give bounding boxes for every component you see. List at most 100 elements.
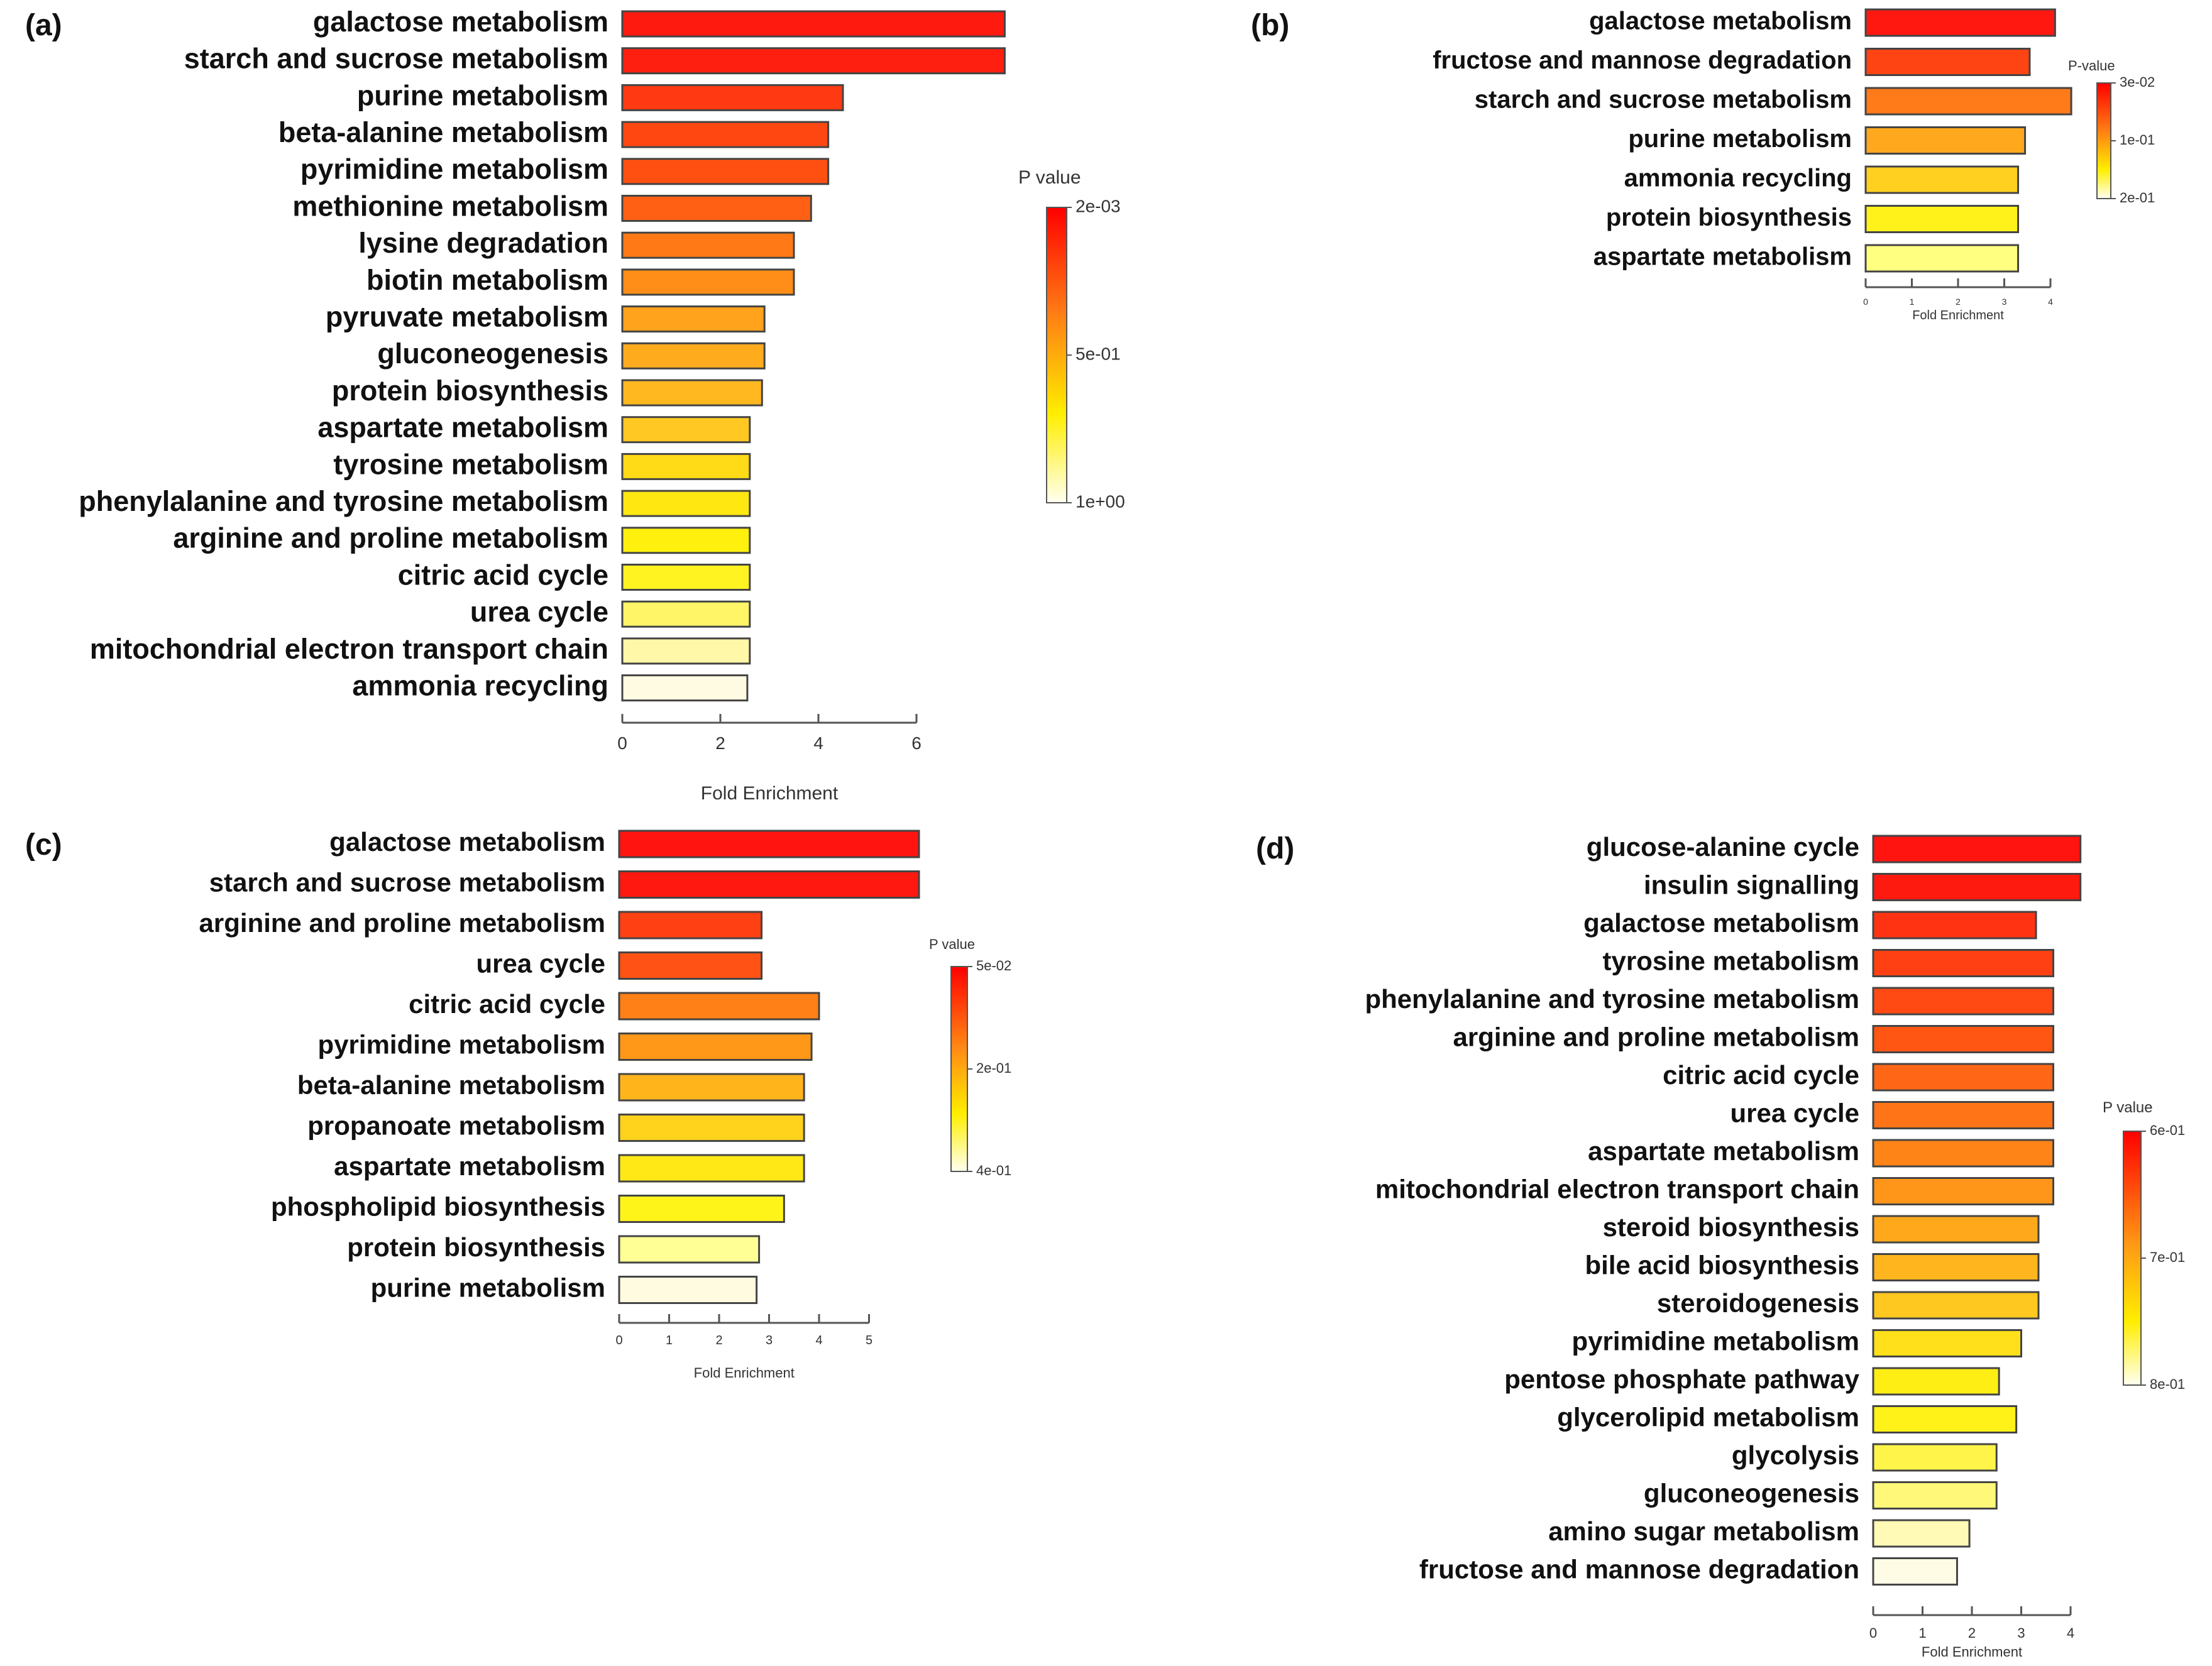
legend-tick-label: 6e-01 — [2150, 1122, 2185, 1138]
bar — [1872, 1139, 2055, 1168]
bar — [618, 1033, 813, 1061]
category-label: citric acid cycle — [409, 989, 605, 1019]
bar — [1872, 1101, 2055, 1129]
panel-label-b: (b) — [1251, 9, 1289, 42]
bar — [618, 911, 763, 940]
bar — [1872, 1443, 1998, 1472]
panel-label-d: (d) — [1256, 832, 1294, 865]
category-label: purine metabolism — [371, 1273, 605, 1303]
legend-colorbar — [2123, 1131, 2142, 1386]
category-label: phospholipid biosynthesis — [271, 1192, 605, 1222]
bar — [618, 992, 820, 1021]
bar — [618, 1276, 758, 1304]
bar — [618, 951, 763, 980]
bar — [618, 1073, 805, 1102]
x-tick-label: 4 — [813, 733, 823, 753]
x-tick-label: 0 — [1869, 1625, 1877, 1641]
category-label: tyrosine metabolism — [333, 448, 608, 480]
bar — [1864, 165, 2020, 194]
bar — [1872, 1405, 2018, 1433]
bar — [621, 674, 749, 702]
x-tick-label: 3 — [2002, 297, 2007, 307]
category-label: phenylalanine and tyrosine metabolism — [1365, 984, 1859, 1014]
legend-tick-label: 5e-01 — [1076, 344, 1121, 363]
bar — [1872, 873, 2082, 901]
x-tick-label: 1 — [1910, 297, 1915, 307]
legend-title: P value — [929, 936, 975, 952]
bar — [621, 342, 766, 370]
category-label: bile acid biosynthesis — [1585, 1251, 1859, 1280]
category-label: urea cycle — [470, 596, 608, 628]
x-tick-label: 2 — [1956, 297, 1961, 307]
category-label: gluconeogenesis — [377, 337, 608, 370]
category-label: glucose-alanine cycle — [1587, 832, 1859, 862]
bar — [621, 564, 751, 591]
category-label: aspartate metabolism — [1588, 1136, 1859, 1166]
category-label: lysine degradation — [358, 227, 608, 259]
category-label: pyrimidine metabolism — [300, 153, 608, 185]
bar — [621, 268, 795, 296]
x-axis-title: Fold Enrichment — [1912, 309, 2004, 322]
x-tick-label: 4 — [815, 1334, 822, 1347]
bar — [1872, 1025, 2055, 1053]
bar — [621, 84, 844, 111]
category-label: mitochondrial electron transport chain — [1375, 1175, 1859, 1204]
category-label: fructose and mannose degradation — [1419, 1555, 1859, 1584]
category-label: aspartate metabolism — [317, 412, 608, 444]
legend-tick-label: 8e-01 — [2150, 1376, 2185, 1392]
legend-tick-label: 2e-03 — [1076, 196, 1121, 216]
category-label: pyruvate metabolism — [326, 300, 608, 332]
legend-tick-label: 5e-02 — [976, 958, 1011, 973]
x-tick-label: 4 — [2067, 1625, 2074, 1641]
category-label: amino sugar metabolism — [1548, 1516, 1859, 1546]
chart-panel-d: glucose-alanine cycle insulin signalling g… — [1365, 832, 2185, 1660]
category-label: beta-alanine metabolism — [297, 1070, 605, 1100]
bar — [1872, 1291, 2040, 1320]
category-label: galactose metabolism — [1583, 908, 1859, 938]
category-label: protein biosynthesis — [347, 1232, 605, 1262]
category-label: pyrimidine metabolism — [1572, 1327, 1859, 1356]
bar — [1872, 1253, 2040, 1281]
category-label: urea cycle — [476, 949, 606, 978]
bar — [621, 490, 751, 517]
bar — [618, 870, 920, 899]
category-label: ammonia recycling — [352, 669, 608, 701]
category-label: ammonia recycling — [1624, 165, 1852, 192]
x-axis-title: Fold Enrichment — [694, 1365, 795, 1381]
x-axis-title: Fold Enrichment — [701, 783, 839, 804]
legend-tick-label: 3e-02 — [2120, 74, 2155, 90]
bar — [621, 305, 766, 333]
bar — [1872, 1557, 1958, 1586]
category-label: biotin metabolism — [366, 264, 608, 296]
x-tick-label: 2 — [715, 1334, 722, 1347]
legend-title: P value — [1018, 167, 1081, 188]
category-label: arginine and proline metabolism — [1453, 1022, 1859, 1052]
bar — [621, 452, 751, 480]
bar — [618, 830, 920, 858]
category-label: purine metabolism — [357, 79, 608, 111]
bar — [621, 195, 812, 222]
bar — [1864, 8, 2056, 37]
bar — [621, 10, 1006, 38]
x-tick-label: 1 — [666, 1334, 673, 1347]
legend-tick-label: 2e-01 — [976, 1060, 1011, 1076]
bar — [1872, 911, 2037, 940]
category-label: protein biosynthesis — [1606, 204, 1852, 231]
bar — [1864, 205, 2020, 233]
chart-panel-c: galactose metabolism starch and sucrose m… — [199, 827, 1012, 1381]
x-tick-label: 6 — [911, 733, 922, 753]
bar — [1872, 1367, 2000, 1396]
category-label: starch and sucrose metabolism — [1475, 86, 1852, 114]
x-tick-label: 3 — [2017, 1625, 2025, 1641]
legend-tick-label: 7e-01 — [2150, 1249, 2185, 1265]
category-label: aspartate metabolism — [334, 1151, 605, 1181]
category-label: pyrimidine metabolism — [318, 1030, 605, 1060]
x-axis-title: Fold Enrichment — [1922, 1644, 2022, 1660]
bar — [1872, 987, 2055, 1016]
category-label: phenylalanine and tyrosine metabolism — [79, 485, 608, 517]
legend-title: P value — [2103, 1099, 2153, 1116]
x-tick-label: 2 — [1968, 1625, 1976, 1641]
x-tick-label: 4 — [2048, 297, 2053, 307]
x-tick-label: 0 — [1863, 297, 1868, 307]
